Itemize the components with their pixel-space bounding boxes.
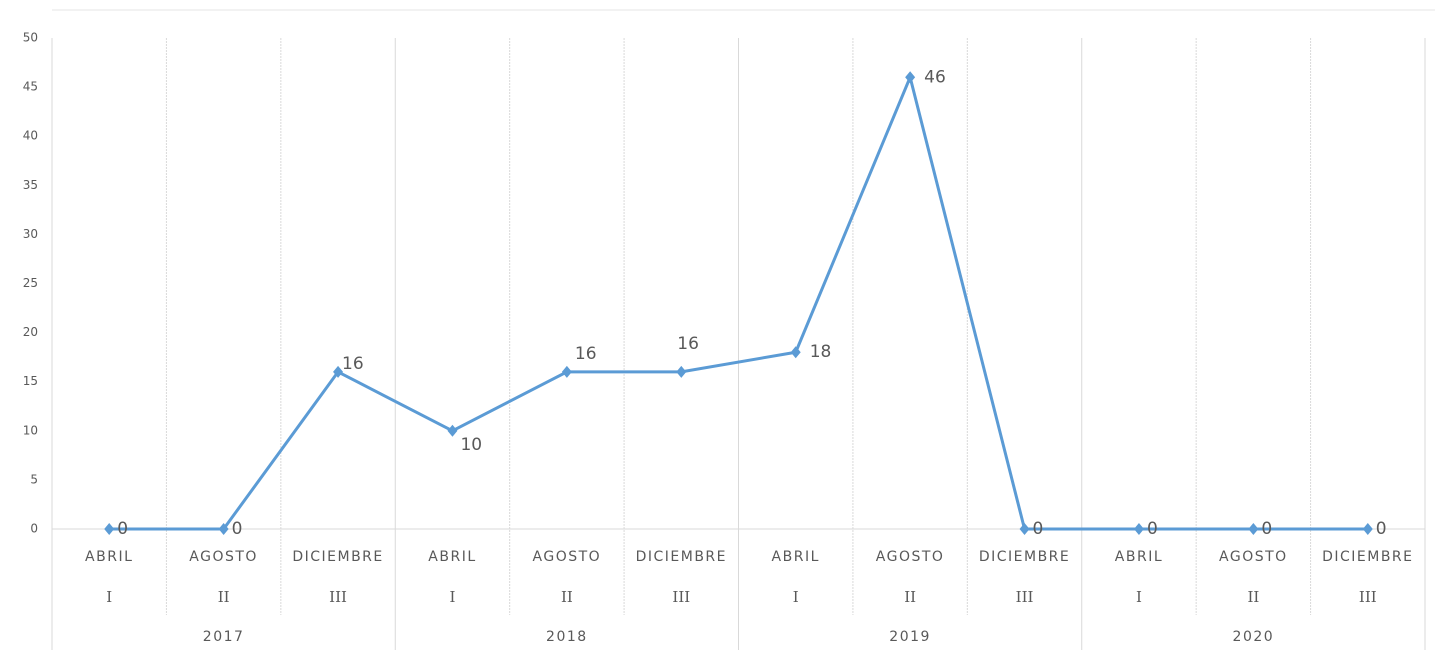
x-tick-label: AGOSTO — [876, 549, 945, 565]
y-tick-label: 15 — [23, 374, 38, 388]
data-label: 0 — [1033, 519, 1044, 539]
x-subtick-label: II — [218, 588, 230, 606]
y-tick-label: 20 — [23, 325, 38, 339]
data-label: 0 — [232, 519, 243, 539]
y-tick-label: 10 — [23, 423, 38, 437]
x-group-label: 2017 — [203, 629, 245, 645]
x-group-label: 2019 — [889, 629, 931, 645]
data-label: 16 — [575, 344, 597, 364]
x-subtick-label: III — [1359, 588, 1377, 606]
x-subtick-label: III — [672, 588, 690, 606]
data-label: 0 — [1261, 519, 1272, 539]
data-label: 46 — [924, 67, 946, 87]
x-tick-label: DICIEMBRE — [979, 549, 1070, 565]
x-tick-label: ABRIL — [85, 549, 133, 565]
x-group-label: 2020 — [1233, 629, 1275, 645]
marker — [1019, 523, 1030, 535]
marker — [104, 523, 115, 535]
x-tick-label: ABRIL — [1115, 549, 1163, 565]
y-tick-label: 45 — [23, 80, 38, 94]
marker — [1133, 523, 1144, 535]
y-tick-label: 50 — [23, 31, 38, 45]
x-group-label: 2018 — [546, 629, 588, 645]
x-tick-label: ABRIL — [428, 549, 476, 565]
data-label: 10 — [460, 435, 482, 455]
data-label: 0 — [117, 519, 128, 539]
x-tick-label: DICIEMBRE — [1322, 549, 1413, 565]
x-tick-label: AGOSTO — [189, 549, 258, 565]
x-subtick-label: I — [1136, 588, 1142, 606]
marker — [333, 365, 344, 378]
data-label: 16 — [677, 334, 699, 354]
x-subtick-label: III — [329, 588, 347, 606]
data-label: 18 — [810, 342, 832, 362]
data-label: 0 — [1147, 519, 1158, 539]
marker — [218, 523, 229, 535]
line — [109, 72, 1368, 531]
x-tick-label: AGOSTO — [533, 549, 602, 565]
x-tick-label: DICIEMBRE — [636, 549, 727, 565]
x-subtick-label: I — [106, 588, 112, 606]
data-label: 16 — [342, 354, 364, 374]
x-subtick-label: II — [904, 588, 916, 606]
marker — [1248, 523, 1259, 535]
y-tick-label: 25 — [23, 276, 38, 290]
x-tick-label: AGOSTO — [1219, 549, 1288, 565]
marker — [447, 424, 458, 437]
marker — [1362, 523, 1373, 535]
x-tick-label: ABRIL — [772, 549, 820, 565]
marker — [790, 346, 801, 359]
marker — [561, 365, 572, 378]
marker — [676, 365, 687, 378]
y-tick-label: 0 — [30, 522, 38, 536]
marker — [905, 71, 916, 84]
x-tick-label: DICIEMBRE — [292, 549, 383, 565]
x-subtick-label: II — [561, 588, 573, 606]
data-label: 0 — [1376, 519, 1387, 539]
y-tick-label: 30 — [23, 227, 38, 241]
x-subtick-label: III — [1016, 588, 1034, 606]
x-subtick-label: I — [449, 588, 455, 606]
x-subtick-label: II — [1247, 588, 1259, 606]
x-subtick-label: I — [793, 588, 799, 606]
y-tick-label: 40 — [23, 129, 38, 143]
y-tick-label: 35 — [23, 178, 38, 192]
y-tick-label: 5 — [30, 472, 38, 486]
